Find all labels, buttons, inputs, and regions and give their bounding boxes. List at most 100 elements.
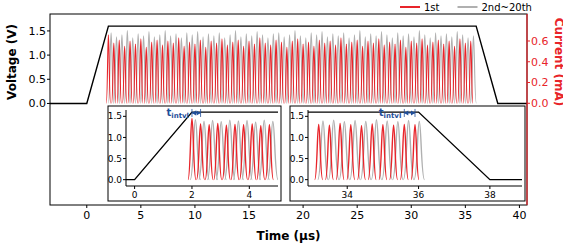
y-tick (47, 103, 50, 104)
y2-tick (527, 82, 530, 83)
y-tick (123, 158, 126, 159)
current-spike (247, 41, 251, 103)
current-spike (344, 44, 348, 103)
current-spike (463, 43, 467, 103)
current-spike (268, 45, 272, 103)
x-tick-label: 10 (188, 209, 202, 222)
current-spike (458, 39, 462, 103)
x-tick (86, 205, 87, 208)
current-spike (290, 41, 294, 103)
y-tick-label: 0.5 (29, 73, 47, 86)
y2-tick-label: 0.6 (531, 35, 549, 48)
current-spike (409, 41, 413, 103)
x-tick (140, 205, 141, 208)
y2-tick-label: 0.2 (531, 76, 549, 89)
current-spike (128, 41, 132, 103)
spike-series (315, 124, 419, 180)
current-spike (377, 39, 381, 103)
y-tick (47, 55, 50, 56)
legend-label: 2nd~20th (482, 2, 532, 13)
y2-axis-line (526, 14, 527, 205)
x-tick-label: 40 (512, 209, 526, 222)
y-tick (305, 179, 308, 180)
y-tick (305, 137, 308, 138)
x-tick (134, 186, 135, 189)
y-tick-label: 0.5 (108, 154, 122, 164)
arrow-head (404, 110, 415, 115)
x-tick-label: 25 (350, 209, 364, 222)
current-spike (390, 125, 398, 179)
current-spike (149, 42, 153, 103)
current-spike (355, 40, 359, 103)
x-tick (249, 205, 250, 208)
y-tick (305, 116, 308, 117)
current-spike (328, 41, 332, 103)
spike-series (108, 31, 476, 104)
current-spike (431, 42, 435, 103)
current-spike (358, 126, 366, 180)
x-tick-label: 30 (404, 209, 418, 222)
plot-area (126, 112, 278, 180)
y-axis-line (308, 110, 309, 186)
current-spike (204, 47, 208, 103)
spike-series (318, 120, 425, 180)
annotation-label: tintvl (379, 107, 401, 120)
current-spike (252, 44, 256, 103)
y-axis-label: Voltage (V) (5, 24, 19, 100)
current-spike (360, 46, 364, 103)
current-spike (469, 41, 473, 103)
y-tick-label: 0.0 (108, 175, 123, 185)
current-spike (241, 46, 245, 103)
plot-area (308, 112, 522, 180)
y2-axis-label: Current (mA) (552, 18, 563, 107)
current-spike (257, 126, 265, 180)
current-spike (382, 45, 386, 103)
x-tick-label: 4 (246, 190, 252, 200)
spike-series (106, 35, 473, 104)
x-tick (249, 186, 250, 189)
y-tick-label: 1.0 (29, 49, 47, 62)
current-spike (306, 42, 310, 103)
y-tick-label: 1.5 (290, 111, 304, 121)
interval-bound (200, 109, 201, 117)
current-spike (263, 43, 267, 103)
current-spike (214, 43, 218, 103)
y-tick (123, 179, 126, 180)
current-spike (398, 40, 402, 103)
current-spike (231, 42, 235, 103)
current-spike (404, 47, 408, 103)
x-tick (191, 186, 192, 189)
plot-frame (50, 14, 527, 205)
current-spike (155, 40, 159, 103)
y-tick-label: 0.0 (29, 97, 47, 110)
current-spike (214, 124, 222, 180)
current-spike (160, 45, 164, 103)
x-tick-label: 2 (189, 190, 195, 200)
annotation-subscript: intvl (171, 112, 189, 120)
y-tick-label: 1.0 (290, 133, 305, 143)
x-tick (194, 205, 195, 208)
current-spike (187, 42, 191, 103)
inset-chart: 0240.00.51.01.5tintvl (108, 106, 281, 201)
current-spike (436, 40, 440, 103)
current-spike (379, 125, 387, 180)
current-spike (317, 40, 321, 103)
x-tick (489, 186, 490, 189)
y-tick (305, 158, 308, 159)
current-spike (295, 39, 299, 103)
y2-tick-label: 0.4 (531, 56, 549, 69)
annotation-subscript: intvl (384, 112, 402, 120)
x-tick-label: 34 (342, 190, 354, 200)
current-spike (339, 38, 343, 103)
inset-chart: 3436380.00.51.01.5tintvl (290, 106, 525, 201)
current-spike (333, 45, 337, 103)
voltage-line (50, 26, 527, 103)
x-tick (411, 205, 412, 208)
x-tick (465, 205, 466, 208)
current-spike (122, 46, 126, 103)
current-spike (301, 44, 305, 103)
annotation-label: tintvl (166, 107, 188, 120)
current-spike (411, 125, 419, 180)
voltage-line (308, 112, 522, 180)
y-tick-label: 1.5 (29, 25, 47, 38)
